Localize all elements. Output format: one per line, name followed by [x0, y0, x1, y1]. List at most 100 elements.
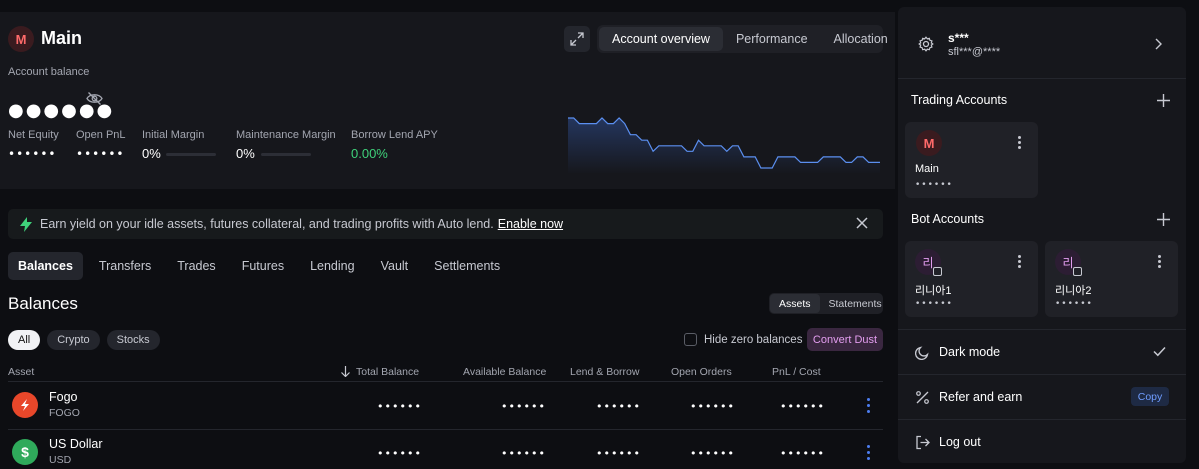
tab-balances[interactable]: Balances — [8, 252, 83, 280]
asset-name: Fogo — [49, 390, 78, 404]
add-trading-account-icon[interactable] — [1157, 94, 1170, 107]
initial-margin-value: 0% — [142, 146, 161, 161]
gear-icon[interactable] — [918, 36, 934, 52]
tab-transfers[interactable]: Transfers — [98, 259, 152, 273]
tab-trades[interactable]: Trades — [177, 259, 216, 273]
maintenance-margin-label: Maintenance Margin — [236, 129, 336, 141]
total-balance-value: •••••• — [377, 400, 422, 413]
tab-vault[interactable]: Vault — [380, 259, 409, 273]
close-icon[interactable] — [855, 216, 869, 230]
enable-now-link[interactable]: Enable now — [497, 217, 564, 231]
col-asset: Asset — [8, 366, 35, 378]
dollar-icon: $ — [12, 439, 38, 465]
toggle-assets[interactable]: Assets — [770, 294, 820, 313]
borrow-lend-apy-label: Borrow Lend APY — [351, 129, 438, 141]
net-equity-value: •••••• — [8, 147, 57, 161]
view-tabs: Account overview Performance Allocation — [597, 25, 888, 53]
bot-account-card[interactable]: 리 리니아2 •••••• — [1045, 241, 1178, 317]
account-name: Main — [915, 163, 939, 175]
lend-borrow-value: •••••• — [596, 400, 641, 413]
tab-lending[interactable]: Lending — [310, 259, 355, 273]
tab-account-overview[interactable]: Account overview — [599, 27, 723, 51]
trading-accounts-title: Trading Accounts — [911, 93, 1008, 107]
balance-value: ●●●●●● — [8, 100, 115, 121]
auto-lend-banner: Earn yield on your idle assets, futures … — [8, 209, 883, 239]
banner-text: Earn yield on your idle assets, futures … — [40, 217, 494, 231]
asset-name: US Dollar — [49, 437, 103, 451]
account-overview-card: M Main Account balance ●●●●●● Net Equity… — [0, 12, 895, 189]
pnl-cost-value: •••••• — [780, 447, 825, 460]
tab-allocation[interactable]: Allocation — [833, 32, 888, 46]
col-lend-borrow[interactable]: Lend & Borrow — [570, 366, 640, 378]
open-orders-value: •••••• — [690, 447, 735, 460]
more-vertical-icon[interactable] — [1018, 136, 1021, 149]
account-avatar: M — [8, 26, 34, 52]
more-vertical-icon[interactable] — [1018, 255, 1021, 268]
logout-icon — [916, 435, 930, 449]
account-name: 리니아1 — [915, 285, 952, 297]
filter-crypto[interactable]: Crypto — [47, 330, 100, 350]
copy-referral-button[interactable]: Copy — [1131, 387, 1169, 406]
sparkline-line — [568, 117, 880, 169]
tab-futures[interactable]: Futures — [241, 259, 285, 273]
maintenance-margin-bar — [261, 153, 311, 156]
account-sidebar: s*** sfl***@**** Trading Accounts M Main… — [898, 7, 1186, 463]
tab-settlements[interactable]: Settlements — [434, 259, 501, 273]
tab-performance[interactable]: Performance — [735, 32, 808, 46]
row-actions-icon[interactable] — [867, 445, 871, 460]
balance-label: Account balance — [8, 66, 90, 78]
menu-label: Dark mode — [939, 345, 1001, 359]
open-pnl-value: •••••• — [76, 147, 125, 161]
lightning-icon — [20, 216, 32, 232]
balances-view-toggle: Assets Statements — [769, 293, 883, 314]
col-pnl-cost[interactable]: PnL / Cost — [772, 366, 821, 378]
bot-icon — [933, 267, 942, 276]
account-balance-masked: •••••• — [915, 180, 953, 190]
more-vertical-icon[interactable] — [1158, 255, 1161, 268]
divider — [898, 329, 1186, 330]
bot-account-card[interactable]: 리 리니아1 •••••• — [905, 241, 1038, 317]
bot-icon — [1073, 267, 1082, 276]
divider — [898, 374, 1186, 375]
pnl-cost-value: •••••• — [780, 400, 825, 413]
hide-zero-balances[interactable]: Hide zero balances — [684, 333, 802, 346]
menu-dark-mode[interactable]: Dark mode — [898, 330, 1186, 374]
col-open-orders[interactable]: Open Orders — [671, 366, 732, 378]
fogo-icon — [12, 392, 38, 418]
expand-icon — [570, 32, 584, 46]
asset-filters: All Crypto Stocks — [8, 330, 167, 350]
filter-all[interactable]: All — [8, 330, 41, 350]
sort-down-icon[interactable] — [341, 366, 350, 377]
expand-button[interactable] — [564, 26, 590, 52]
convert-dust-button[interactable]: Convert Dust — [807, 328, 883, 351]
hide-zero-label: Hide zero balances — [704, 333, 803, 346]
menu-log-out[interactable]: Log out — [898, 420, 1186, 464]
moon-icon — [915, 345, 929, 360]
trading-account-card[interactable]: M Main •••••• — [905, 122, 1038, 198]
menu-refer-and-earn[interactable]: Refer and earn Copy — [898, 375, 1186, 419]
menu-label: Log out — [939, 435, 981, 449]
toggle-statements[interactable]: Statements — [828, 297, 882, 310]
account-title: Main — [41, 28, 83, 48]
balances-title: Balances — [8, 294, 78, 313]
available-balance-value: •••••• — [501, 447, 546, 460]
lend-borrow-value: •••••• — [596, 447, 641, 460]
row-actions-icon[interactable] — [867, 398, 871, 413]
eye-off-icon[interactable] — [86, 91, 103, 106]
hide-zero-checkbox[interactable] — [684, 333, 697, 346]
add-bot-account-icon[interactable] — [1157, 213, 1170, 226]
open-pnl-label: Open PnL — [76, 129, 126, 141]
account-avatar: M — [916, 130, 942, 156]
main-tabs: Balances Transfers Trades Futures Lendin… — [8, 252, 516, 280]
user-name: s*** — [948, 31, 969, 45]
initial-margin-label: Initial Margin — [142, 129, 205, 141]
filter-stocks[interactable]: Stocks — [106, 330, 160, 350]
total-balance-value: •••••• — [377, 447, 422, 460]
asset-symbol: USD — [49, 454, 72, 466]
bot-accounts-title: Bot Accounts — [911, 212, 984, 226]
account-balance-masked: •••••• — [1055, 299, 1093, 309]
row-divider — [8, 429, 883, 430]
col-available-balance[interactable]: Available Balance — [463, 366, 547, 378]
chevron-right-icon[interactable] — [1154, 38, 1162, 50]
col-total-balance[interactable]: Total Balance — [356, 366, 420, 378]
